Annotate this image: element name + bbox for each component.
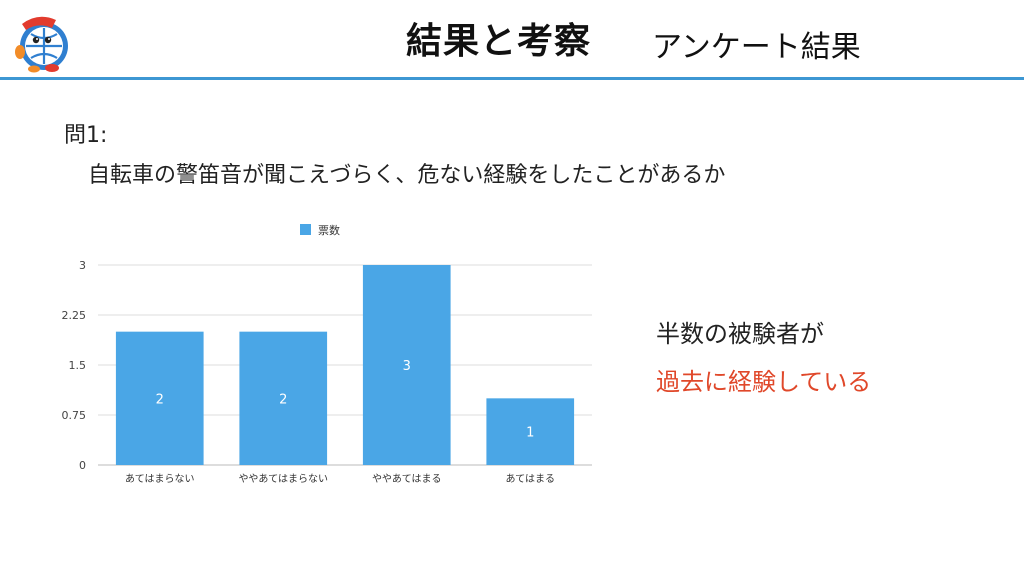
bar-value-label: 1 (526, 426, 534, 441)
question-label: 問1: (64, 123, 108, 148)
x-tick-label: ややあてはまらない (238, 473, 328, 485)
bar (362, 265, 451, 465)
y-tick-label: 2.25 (62, 309, 87, 322)
y-tick-label: 3 (79, 259, 86, 272)
bar (486, 398, 575, 465)
legend-label: 票数 (318, 224, 340, 237)
header: 結果と考察 アンケート結果 (0, 0, 1024, 80)
conclusion-line-1: 半数の被験者が (656, 320, 824, 348)
bar (115, 331, 204, 465)
header-divider (0, 77, 1024, 80)
bar (239, 331, 328, 465)
page-title: 結果と考察 (406, 21, 592, 62)
mascot-logo-icon (15, 16, 68, 73)
x-tick-label: ややあてはまる (372, 473, 442, 485)
x-tick-label: あてはまらない (125, 473, 195, 485)
bar-value-label: 3 (403, 359, 411, 374)
y-tick-label: 0 (79, 459, 86, 472)
y-tick-label: 1.5 (69, 359, 87, 372)
question-text: 自転車の警笛音が聞こえづらく、危ない経験をしたことがあるか (88, 163, 726, 188)
y-tick-label: 0.75 (62, 409, 87, 422)
conclusion-line-2: 過去に経験している (656, 368, 872, 396)
legend-swatch (300, 224, 311, 235)
x-tick-label: あてはまる (505, 473, 555, 485)
bar-chart: 票数 0 0.75 1.5 2.25 3 2 あてはまらない 2 ややあてはまらない 3 ややあてはま… (62, 224, 592, 485)
page-subtitle: アンケート結果 (652, 30, 861, 65)
bar-value-label: 2 (279, 392, 287, 407)
bar-value-label: 2 (156, 392, 164, 407)
